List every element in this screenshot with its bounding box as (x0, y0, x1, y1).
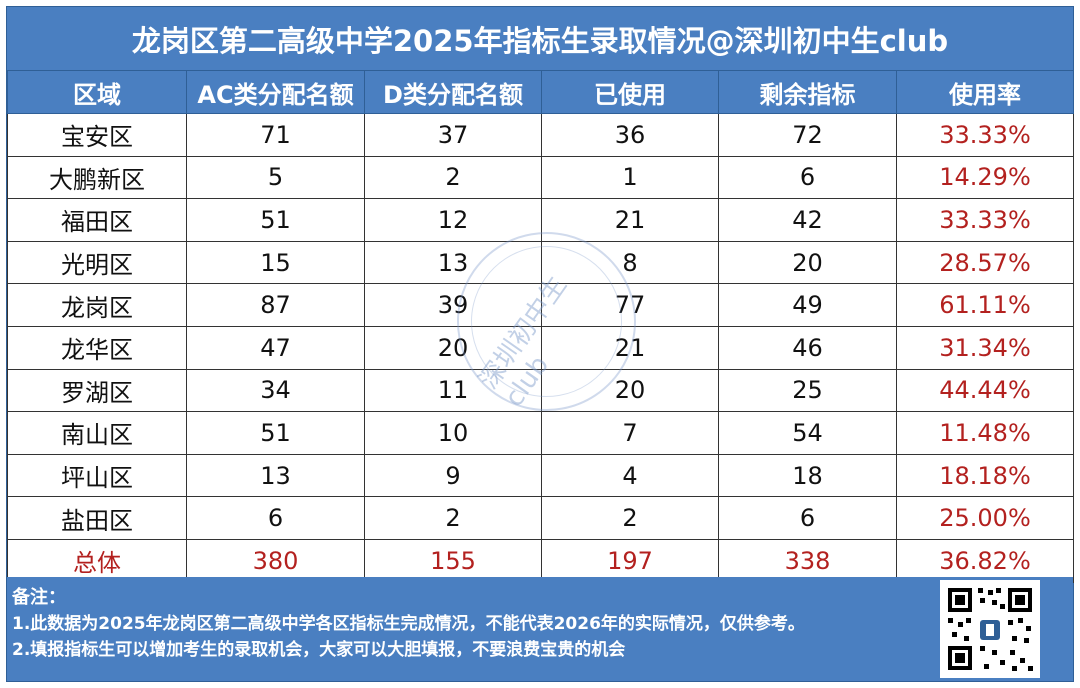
cell-remaining: 20 (718, 240, 897, 285)
cell-ac-quota: 47 (186, 325, 365, 370)
table-row: 福田区 51 12 21 42 33.33% (7, 198, 1074, 242)
cell-remaining: 72 (718, 113, 897, 157)
notes-panel: 备注： 1.此数据为2025年龙岗区第二高级中学各区指标生完成情况，不能代表20… (7, 577, 1073, 681)
cell-ac-quota: 71 (186, 113, 365, 157)
header-used: 已使用 (541, 71, 719, 114)
header-row: 区域 AC类分配名额 D类分配名额 已使用 剩余指标 使用率 (7, 71, 1074, 114)
page-title: 龙岗区第二高级中学2025年指标生录取情况@深圳初中生club (7, 7, 1073, 71)
quota-table: 区域 AC类分配名额 D类分配名额 已使用 剩余指标 使用率 宝安区 71 37… (7, 71, 1074, 583)
table-row: 宝安区 71 37 36 72 33.33% (7, 113, 1074, 157)
cell-d-quota: 12 (364, 198, 542, 242)
cell-d-quota: 13 (364, 240, 542, 285)
cell-d-quota: 2 (364, 496, 542, 540)
cell-usage-rate: 18.18% (896, 453, 1074, 498)
cell-district: 宝安区 (7, 113, 187, 157)
cell-usage-rate: 61.11% (896, 283, 1074, 327)
cell-used: 2 (541, 496, 719, 540)
cell-usage-rate: 28.57% (896, 240, 1074, 285)
cell-usage-rate: 33.33% (896, 113, 1074, 157)
table-card: 龙岗区第二高级中学2025年指标生录取情况@深圳初中生club 区域 AC类分配… (6, 6, 1074, 682)
qr-code-icon (940, 580, 1040, 678)
qr-code-graphic (940, 580, 1040, 678)
cell-usage-rate: 25.00% (896, 496, 1074, 540)
total-ac-quota: 380 (186, 538, 365, 583)
note-line-1: 1.此数据为2025年龙岗区第二高级中学各区指标生完成情况，不能代表2026年的… (12, 614, 805, 634)
cell-ac-quota: 13 (186, 453, 365, 498)
cell-used: 21 (541, 325, 719, 370)
note-line-2: 2.填报指标生可以增加考生的录取机会，大家可以大胆填报，不要浪费宝贵的机会 (12, 640, 626, 660)
cell-d-quota: 39 (364, 283, 542, 327)
cell-usage-rate: 44.44% (896, 368, 1074, 413)
cell-usage-rate: 31.34% (896, 325, 1074, 370)
cell-ac-quota: 51 (186, 411, 365, 455)
cell-usage-rate: 11.48% (896, 411, 1074, 455)
cell-ac-quota: 51 (186, 198, 365, 242)
cell-district: 罗湖区 (7, 368, 187, 413)
table-row: 南山区 51 10 7 54 11.48% (7, 411, 1074, 455)
cell-used: 1 (541, 155, 719, 200)
table-row: 罗湖区 34 11 20 25 44.44% (7, 368, 1074, 413)
header-ac-quota: AC类分配名额 (186, 71, 365, 114)
total-remaining: 338 (718, 538, 897, 583)
cell-remaining: 18 (718, 453, 897, 498)
cell-usage-rate: 33.33% (896, 198, 1074, 242)
cell-ac-quota: 5 (186, 155, 365, 200)
cell-used: 77 (541, 283, 719, 327)
cell-used: 8 (541, 240, 719, 285)
total-usage-rate: 36.82% (896, 538, 1074, 583)
header-usage-rate: 使用率 (896, 71, 1074, 114)
header-remaining: 剩余指标 (718, 71, 897, 114)
cell-district: 龙华区 (7, 325, 187, 370)
cell-remaining: 6 (718, 496, 897, 540)
cell-used: 7 (541, 411, 719, 455)
total-d-quota: 155 (364, 538, 542, 583)
cell-district: 南山区 (7, 411, 187, 455)
cell-d-quota: 37 (364, 113, 542, 157)
cell-used: 4 (541, 453, 719, 498)
cell-ac-quota: 34 (186, 368, 365, 413)
cell-remaining: 49 (718, 283, 897, 327)
table-row: 坪山区 13 9 4 18 18.18% (7, 453, 1074, 498)
cell-remaining: 25 (718, 368, 897, 413)
cell-ac-quota: 6 (186, 496, 365, 540)
cell-d-quota: 2 (364, 155, 542, 200)
cell-remaining: 6 (718, 155, 897, 200)
cell-d-quota: 9 (364, 453, 542, 498)
cell-used: 20 (541, 368, 719, 413)
table-row: 龙华区 47 20 21 46 31.34% (7, 325, 1074, 370)
table-row: 盐田区 6 2 2 6 25.00% (7, 496, 1074, 540)
cell-d-quota: 20 (364, 325, 542, 370)
table-row: 龙岗区 87 39 77 49 61.11% (7, 283, 1074, 327)
cell-remaining: 54 (718, 411, 897, 455)
header-d-quota: D类分配名额 (364, 71, 542, 114)
cell-district: 大鹏新区 (7, 155, 187, 200)
total-row: 总体 380 155 197 338 36.82% (7, 538, 1074, 583)
cell-used: 21 (541, 198, 719, 242)
cell-remaining: 42 (718, 198, 897, 242)
cell-used: 36 (541, 113, 719, 157)
cell-d-quota: 11 (364, 368, 542, 413)
table-row: 大鹏新区 5 2 1 6 14.29% (7, 155, 1074, 200)
cell-district: 坪山区 (7, 453, 187, 498)
cell-district: 福田区 (7, 198, 187, 242)
cell-district: 盐田区 (7, 496, 187, 540)
cell-district: 龙岗区 (7, 283, 187, 327)
header-district: 区域 (7, 71, 187, 114)
total-label: 总体 (7, 538, 187, 583)
cell-ac-quota: 87 (186, 283, 365, 327)
cell-remaining: 46 (718, 325, 897, 370)
cell-district: 光明区 (7, 240, 187, 285)
cell-usage-rate: 14.29% (896, 155, 1074, 200)
total-used: 197 (541, 538, 719, 583)
notes-title: 备注： (12, 587, 66, 608)
cell-d-quota: 10 (364, 411, 542, 455)
table-row: 光明区 15 13 8 20 28.57% (7, 240, 1074, 285)
cell-ac-quota: 15 (186, 240, 365, 285)
